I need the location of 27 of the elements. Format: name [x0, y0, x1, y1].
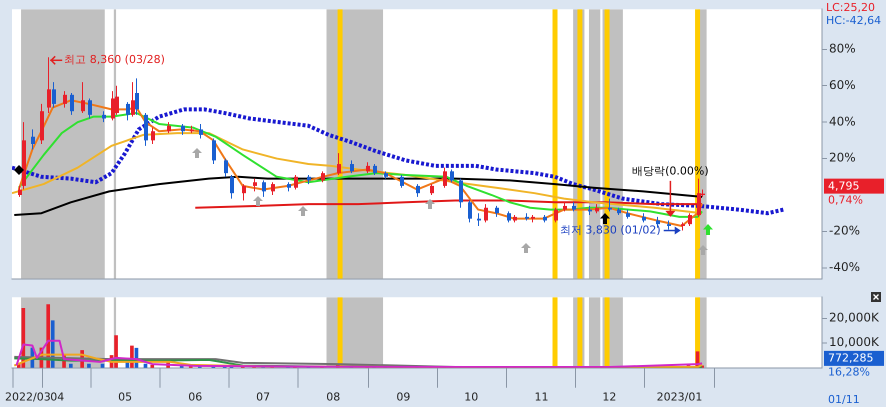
x-tick-label: 08 — [326, 390, 340, 404]
text: 4,795 — [828, 180, 860, 193]
x-tick-label: 05 — [118, 390, 132, 404]
y-tick-label: -40% — [829, 260, 860, 274]
y-tick-label: 10,000K — [829, 335, 880, 350]
x-tick-label: 12 — [602, 390, 616, 404]
x-tick-label: 2023/01 — [656, 390, 702, 404]
x-tick-label: 09 — [396, 390, 410, 404]
y-tick-label: 20,000K — [829, 310, 880, 324]
y-tick-label: 60% — [829, 78, 856, 92]
x-tick-label: 07 — [256, 390, 270, 404]
annotation: 최고 8,360 (03/28) — [64, 53, 165, 66]
text: 01/11 — [828, 392, 860, 406]
text: 16,28% — [828, 366, 870, 379]
x-tick-label: 04 — [50, 390, 64, 404]
x-tick-label: 2022/03 — [4, 390, 51, 404]
x-tick-label: 11 — [534, 390, 548, 404]
x-tick-label: 10 — [464, 390, 478, 404]
y-tick-label: 80% — [829, 41, 856, 56]
y-tick-label: 40% — [829, 114, 856, 128]
y-tick-label: 20% — [829, 150, 856, 165]
y-tick-label: -20% — [829, 224, 860, 238]
text: HC:-42,64 — [826, 14, 882, 27]
text: 0,74% — [828, 194, 863, 207]
x-tick-label: 06 — [188, 390, 202, 404]
text: LC:25,20 — [826, 0, 876, 14]
text: 772,285 — [828, 352, 874, 365]
